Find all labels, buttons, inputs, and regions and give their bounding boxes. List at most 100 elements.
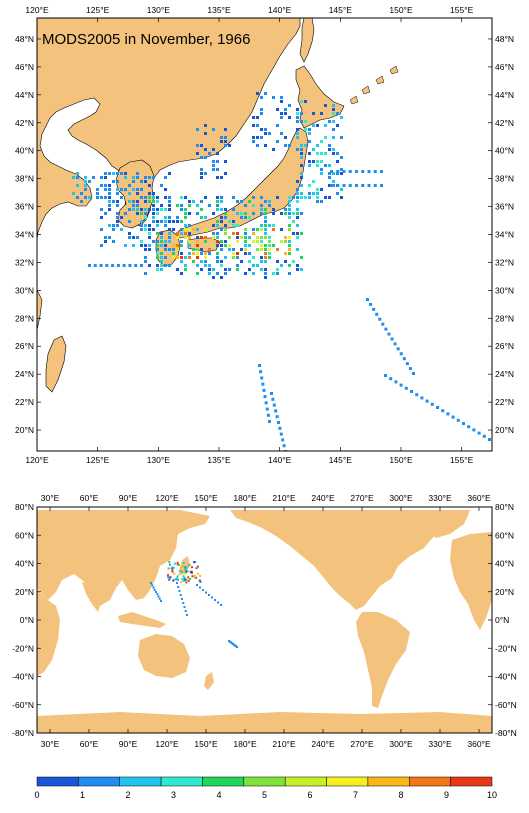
obs-cell	[316, 144, 319, 147]
obs-cell	[156, 240, 159, 243]
obs-cell	[196, 565, 199, 568]
obs-cell	[173, 562, 176, 565]
obs-cell	[367, 170, 371, 173]
obs-cell	[288, 272, 291, 275]
obs-cell	[268, 244, 271, 247]
obs-cell	[204, 228, 207, 231]
obs-cell	[296, 180, 299, 183]
obs-cell	[80, 192, 83, 195]
obs-cell	[211, 596, 213, 599]
obs-cell	[156, 268, 159, 271]
obs-cell	[252, 196, 255, 199]
obs-cell	[194, 561, 197, 564]
lon-tick-label-top: 155°E	[450, 5, 474, 15]
obs-cell	[196, 584, 198, 586]
obs-cell	[252, 140, 255, 143]
obs-cell	[288, 248, 291, 251]
obs-cell	[216, 272, 219, 275]
obs-cell	[288, 204, 291, 207]
obs-cell	[216, 176, 219, 179]
obs-cell	[124, 188, 127, 191]
obs-cell	[296, 236, 299, 239]
obs-cell	[280, 132, 283, 135]
land-europe-right	[450, 532, 492, 630]
obs-cell	[148, 196, 151, 199]
colorbar-label: 8	[398, 790, 403, 800]
obs-cell	[276, 124, 279, 127]
world-lat-label-left: -20°N	[12, 643, 34, 653]
obs-cell	[191, 575, 194, 578]
obs-cell	[176, 220, 179, 223]
world-lon-label-bottom: 270°E	[350, 739, 374, 749]
obs-cell	[176, 575, 179, 578]
obs-cell	[116, 224, 119, 227]
obs-cell	[204, 172, 207, 175]
obs-cell	[152, 196, 155, 199]
obs-cell	[160, 268, 163, 271]
obs-cell	[340, 156, 343, 159]
obs-cell	[189, 577, 192, 580]
obs-cell	[232, 252, 235, 255]
obs-cell	[193, 576, 196, 579]
obs-cell	[272, 228, 275, 231]
obs-cell	[112, 240, 115, 243]
obs-cell	[224, 240, 227, 243]
obs-cell	[284, 260, 287, 263]
obs-cell	[178, 569, 181, 572]
obs-cell	[185, 581, 188, 584]
obs-cell	[260, 208, 263, 211]
obs-cell	[224, 212, 227, 215]
obs-cell	[332, 180, 335, 183]
obs-cell	[148, 208, 151, 211]
obs-cell	[148, 184, 151, 187]
obs-cell	[332, 108, 335, 111]
obs-cell	[256, 144, 259, 147]
obs-cell	[196, 252, 199, 255]
obs-cell	[244, 244, 247, 247]
obs-cell	[260, 256, 263, 259]
obs-cell	[196, 256, 199, 259]
obs-cell	[264, 128, 267, 131]
obs-cell	[148, 248, 151, 251]
obs-cell	[288, 252, 291, 255]
obs-cell	[111, 264, 115, 267]
obs-cell	[232, 248, 235, 251]
obs-cell	[258, 364, 261, 367]
obs-cell	[190, 570, 193, 573]
obs-cell	[164, 248, 167, 251]
obs-cell	[375, 312, 379, 316]
obs-cell	[252, 124, 255, 127]
obs-cell	[184, 212, 187, 215]
obs-cell	[304, 196, 307, 199]
obs-cell	[156, 220, 159, 223]
world-lat-label-left: -60°N	[12, 700, 34, 710]
obs-cell	[304, 144, 307, 147]
obs-cell	[284, 236, 287, 239]
obs-cell	[208, 248, 211, 251]
colorbar-label: 3	[171, 790, 176, 800]
obs-cell	[399, 352, 403, 356]
obs-cell	[182, 562, 185, 565]
obs-cell	[256, 92, 259, 95]
lat-tick-label-right: 30°N	[495, 285, 514, 295]
lat-tick-label-left: 26°N	[15, 341, 34, 351]
obs-cell	[240, 200, 243, 203]
obs-cell	[248, 216, 251, 219]
obs-cell	[340, 196, 343, 199]
obs-cell	[168, 240, 171, 243]
obs-cell	[260, 260, 263, 263]
obs-cell	[140, 212, 143, 215]
obs-cell	[96, 188, 99, 191]
obs-cell	[184, 232, 187, 235]
obs-cell	[324, 164, 327, 167]
obs-cell	[84, 180, 87, 183]
obs-cell	[260, 96, 263, 99]
obs-cell	[264, 401, 268, 405]
obs-cell	[116, 200, 119, 203]
obs-cell	[140, 188, 143, 191]
colorbar-swatch	[36, 776, 79, 787]
world-lat-label-left: 0°N	[20, 615, 34, 625]
obs-cell	[196, 204, 199, 207]
obs-cell	[260, 228, 263, 231]
obs-cell	[108, 184, 111, 187]
